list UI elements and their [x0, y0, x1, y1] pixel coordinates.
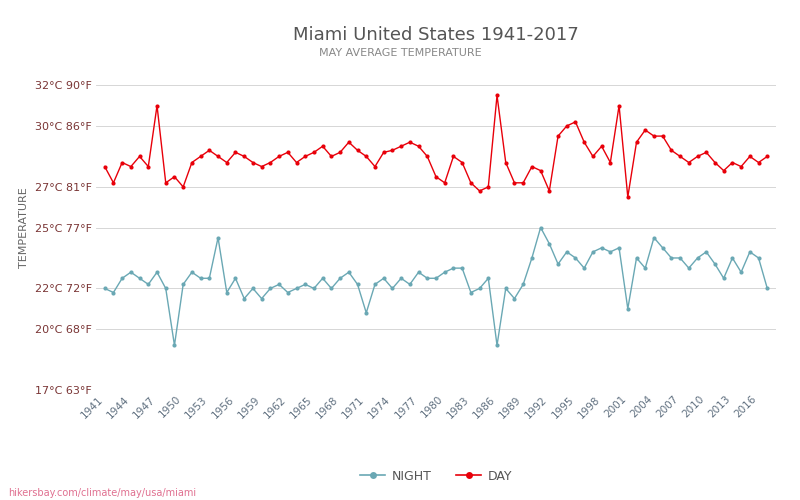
NIGHT — [762, 286, 772, 292]
DAY — [326, 154, 336, 160]
Text: hikersbay.com/climate/may/usa/miami: hikersbay.com/climate/may/usa/miami — [8, 488, 196, 498]
Legend: NIGHT, DAY: NIGHT, DAY — [355, 465, 517, 488]
DAY — [623, 194, 633, 200]
DAY — [388, 148, 398, 154]
NIGHT — [379, 276, 389, 281]
NIGHT — [396, 276, 406, 281]
NIGHT — [326, 286, 336, 292]
DAY — [370, 164, 380, 170]
NIGHT — [335, 276, 345, 281]
DAY — [100, 164, 110, 170]
Y-axis label: TEMPERATURE: TEMPERATURE — [19, 187, 29, 268]
NIGHT — [170, 342, 179, 348]
Line: DAY: DAY — [102, 94, 770, 199]
NIGHT — [239, 296, 249, 302]
Text: MAY AVERAGE TEMPERATURE: MAY AVERAGE TEMPERATURE — [318, 48, 482, 58]
DAY — [230, 150, 240, 156]
NIGHT — [474, 286, 484, 292]
NIGHT — [536, 224, 546, 230]
DAY — [318, 143, 327, 149]
DAY — [492, 92, 502, 98]
DAY — [762, 154, 772, 160]
Title: Miami United States 1941-2017: Miami United States 1941-2017 — [293, 26, 579, 44]
Line: NIGHT: NIGHT — [102, 226, 770, 348]
DAY — [466, 180, 476, 186]
NIGHT — [100, 286, 110, 292]
